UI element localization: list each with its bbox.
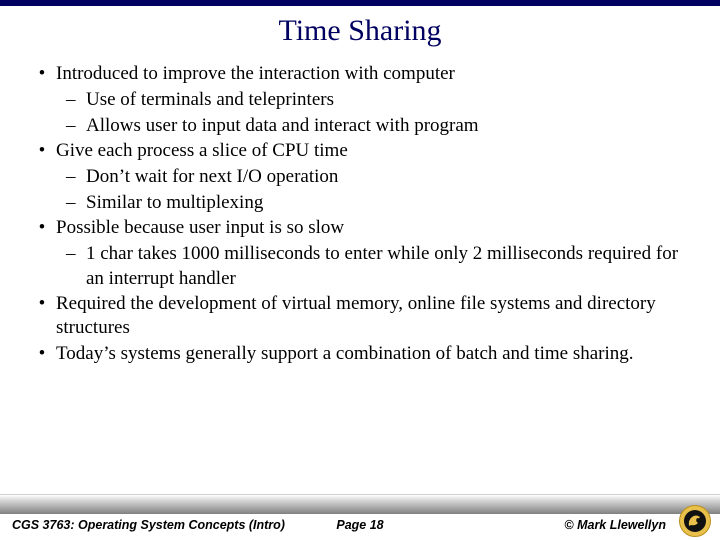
footer-course: CGS 3763: Operating System Concepts (Int… xyxy=(12,518,285,532)
slide-content: • Introduced to improve the interaction … xyxy=(0,62,720,367)
bullet-text: Introduced to improve the interaction wi… xyxy=(56,62,692,86)
bullet-marker: • xyxy=(28,139,56,163)
footer-gradient-bar xyxy=(0,494,720,514)
sub-bullet-marker: – xyxy=(66,191,86,215)
bullet-item: • Today’s systems generally support a co… xyxy=(28,342,692,366)
bullet-item: • Introduced to improve the interaction … xyxy=(28,62,692,86)
bullet-marker: • xyxy=(28,342,56,366)
footer-page: Page 18 xyxy=(336,518,383,532)
pegasus-logo-icon xyxy=(678,504,712,538)
bullet-text: Today’s systems generally support a comb… xyxy=(56,342,692,366)
sub-bullet-item: – 1 char takes 1000 milliseconds to ente… xyxy=(66,242,692,291)
sub-bullet-text: 1 char takes 1000 milliseconds to enter … xyxy=(86,242,692,291)
sub-bullet-item: – Similar to multiplexing xyxy=(66,191,692,215)
sub-bullet-text: Allows user to input data and interact w… xyxy=(86,114,692,138)
top-border xyxy=(0,0,720,6)
bullet-marker: • xyxy=(28,216,56,240)
sub-bullet-item: – Allows user to input data and interact… xyxy=(66,114,692,138)
footer: CGS 3763: Operating System Concepts (Int… xyxy=(0,494,720,540)
bullet-item: • Required the development of virtual me… xyxy=(28,292,692,341)
sub-bullet-text: Don’t wait for next I/O operation xyxy=(86,165,692,189)
sub-bullet-marker: – xyxy=(66,88,86,112)
bullet-marker: • xyxy=(28,62,56,86)
page-title: Time Sharing xyxy=(0,14,720,48)
bullet-text: Give each process a slice of CPU time xyxy=(56,139,692,163)
sub-bullet-item: – Don’t wait for next I/O operation xyxy=(66,165,692,189)
bullet-item: • Possible because user input is so slow xyxy=(28,216,692,240)
sub-bullet-text: Use of terminals and teleprinters xyxy=(86,88,692,112)
bullet-text: Required the development of virtual memo… xyxy=(56,292,692,341)
sub-bullet-text: Similar to multiplexing xyxy=(86,191,692,215)
bullet-marker: • xyxy=(28,292,56,341)
sub-bullet-item: – Use of terminals and teleprinters xyxy=(66,88,692,112)
sub-bullet-marker: – xyxy=(66,165,86,189)
sub-bullet-marker: – xyxy=(66,242,86,291)
sub-bullet-marker: – xyxy=(66,114,86,138)
bullet-item: • Give each process a slice of CPU time xyxy=(28,139,692,163)
bullet-text: Possible because user input is so slow xyxy=(56,216,692,240)
footer-text-row: CGS 3763: Operating System Concepts (Int… xyxy=(0,514,720,540)
